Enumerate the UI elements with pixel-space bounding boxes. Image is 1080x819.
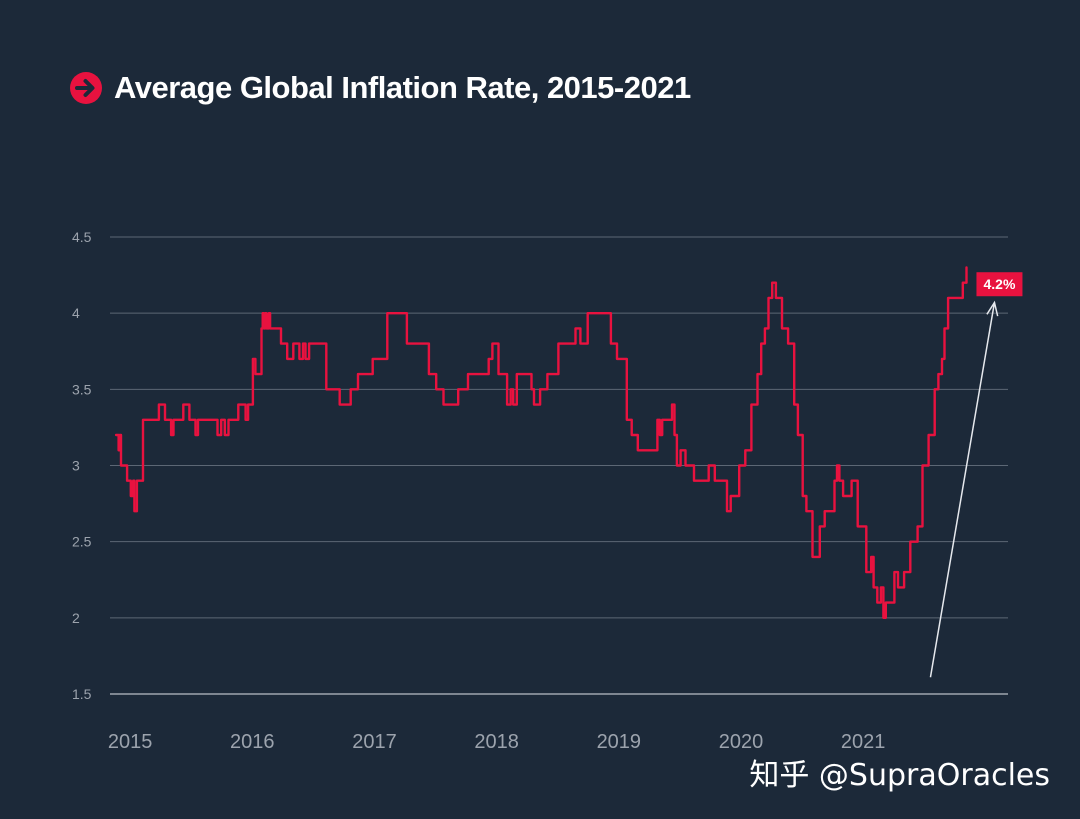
x-tick-label: 2016	[230, 731, 275, 753]
y-tick-label: 4	[72, 305, 80, 321]
y-tick-label: 2	[72, 610, 80, 626]
x-tick-label: 2017	[352, 731, 397, 753]
x-tick-label: 2019	[597, 731, 642, 753]
y-tick-label: 1.5	[72, 686, 92, 702]
trend-arrow-line	[929, 302, 996, 678]
gridlines	[110, 236, 1008, 695]
x-axis-ticks: 2015 2016 2017 2018 2019 2020 2021	[108, 731, 886, 753]
y-tick-label: 3.5	[72, 381, 92, 397]
series-group	[114, 266, 968, 619]
x-tick-label: 2021	[841, 731, 886, 753]
trend-arrow-head	[986, 300, 999, 317]
watermark: 知乎 @SupraOracles	[749, 758, 1050, 793]
chart-header: Average Global Inflation Rate, 2015-2021	[70, 70, 691, 106]
value-badge-label: 4.2%	[983, 276, 1015, 292]
y-tick-label: 2.5	[72, 534, 92, 550]
annotation-group: 4.2%	[929, 272, 1023, 678]
series-line	[114, 266, 968, 619]
chart-title: Average Global Inflation Rate, 2015-2021	[114, 70, 691, 105]
x-tick-label: 2015	[108, 731, 153, 753]
x-tick-label: 2020	[719, 731, 764, 753]
y-tick-label: 4.5	[72, 229, 92, 245]
arrow-right-circle-icon	[70, 72, 102, 104]
y-axis-ticks: 4.5 4 3.5 3 2.5 2 1.5	[72, 229, 92, 702]
y-tick-label: 3	[72, 458, 80, 474]
value-badge	[976, 272, 1023, 297]
x-tick-label: 2018	[474, 731, 519, 753]
